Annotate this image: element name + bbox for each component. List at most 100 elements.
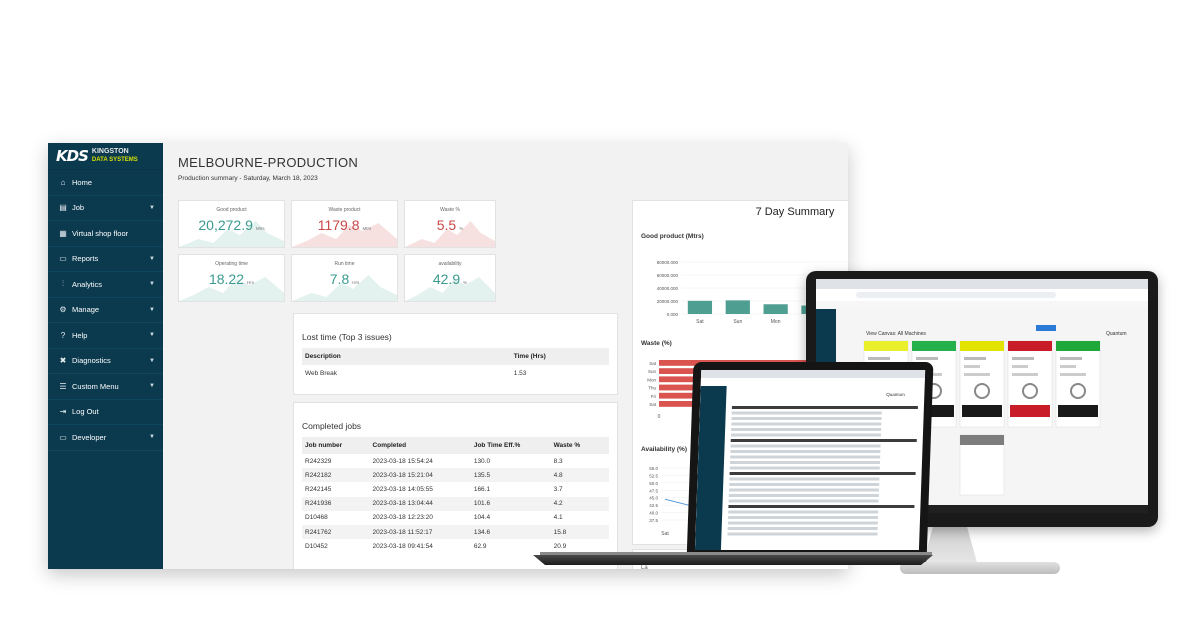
grid-icon: ▦	[59, 228, 67, 238]
table-cell: 2023-03-18 15:54:24	[372, 457, 433, 465]
kpi-value: 5.5	[436, 217, 457, 233]
col-time: Time (Hrs)	[510, 348, 609, 365]
table-row[interactable]: R241762 2023-03-18 11:52:17 134.6 15.8	[302, 524, 609, 540]
col-completed: Completed	[369, 437, 471, 454]
machine-tile[interactable]	[1007, 340, 1053, 428]
sidebar-item-developer[interactable]: ▭ Developer ▼	[48, 425, 163, 451]
kpi-unit: %	[463, 280, 468, 285]
y-tick-label: 40.0	[649, 511, 658, 516]
sidebar-item-diagnostics[interactable]: ✖ Diagnostics ▼	[48, 349, 163, 374]
kpi-card-waste-product: Waste product 1179.8 Mtrs	[291, 200, 398, 248]
kpi-label: Good product	[216, 207, 247, 213]
monitor-stand-neck	[922, 526, 978, 566]
table-cell: 166.1	[473, 485, 491, 493]
kpi-card-availability: availability 42.9%	[404, 254, 496, 302]
brand-logo[interactable]: KDS KINGSTON DATA SYSTEMS	[48, 143, 163, 170]
laptop-table-row	[730, 433, 881, 437]
table-row[interactable]: D10452 2023-03-18 09:41:54 62.9 20.9	[302, 539, 609, 553]
table-cell: 130.0	[473, 457, 491, 465]
completed-jobs-table: Job number Completed Job Time Eff.% Wast…	[302, 437, 609, 553]
kpi-card-operating-time: Operating time 18.22 Hrs	[178, 254, 285, 302]
kpi-sparkline	[292, 275, 397, 301]
laptop-table-row	[730, 455, 881, 459]
laptop-table-row	[731, 417, 882, 420]
y-tick-label: 55.0	[649, 466, 658, 471]
monitor-brand: Quantum	[1106, 331, 1127, 337]
table-row[interactable]: R242182 2023-03-18 15:21:04 135.5 4.8	[302, 468, 609, 483]
home-icon: ⌂	[60, 177, 66, 187]
sidebar-item-job[interactable]: ▤ Job ▼	[48, 196, 163, 221]
sidebar-item-manage[interactable]: ⚙ Manage ▼	[48, 298, 163, 323]
machine-tile[interactable]	[1055, 340, 1101, 428]
kpi-sparkline	[179, 277, 284, 301]
kpi-sparkline	[292, 223, 397, 247]
laptop-table-row	[728, 516, 879, 519]
y-tick-label: 37.5	[649, 518, 658, 523]
table-row[interactable]: D10468 2023-03-18 12:23:20 104.4 4.1	[302, 511, 609, 525]
waste-chart-title: Waste (%)	[641, 340, 672, 347]
table-row[interactable]: R241936 2023-03-18 13:04:44 101.6 4.2	[302, 496, 609, 511]
sidebar-item-label: Diagnostics	[72, 356, 111, 366]
kpi-label: Run time	[334, 261, 355, 267]
table-cell: 20.9	[553, 542, 567, 550]
sidebar-item-label: Reports	[72, 254, 99, 264]
kpi-label: Waste %	[440, 207, 460, 213]
laptop-table-row	[728, 494, 879, 497]
laptop-table-row	[730, 439, 917, 442]
table-row[interactable]: Web Break 1.53	[302, 365, 609, 381]
good-product-chart-title: Good product (Mtrs)	[641, 233, 704, 240]
kpi-label: availability	[438, 261, 462, 267]
laptop-table-row	[727, 521, 878, 525]
table-cell: 4.8	[550, 468, 609, 483]
laptop-table-row	[729, 461, 881, 464]
laptop-table-row	[730, 444, 881, 448]
sidebar-item-analytics[interactable]: ⫶ Analytics ▼	[48, 272, 163, 298]
y-tick-label: Fri	[651, 394, 656, 399]
table-cell: 62.9	[473, 542, 487, 550]
x-tick-label: Mon	[771, 319, 781, 325]
logo-mark: KDS	[56, 147, 89, 165]
chevron-down-icon: ▼	[149, 204, 155, 211]
table-row[interactable]: R242329 2023-03-18 15:54:24 130.0 8.3	[302, 454, 609, 468]
table-row[interactable]: R242145 2023-03-18 14:05:55 166.1 3.7	[302, 482, 609, 496]
sidebar-item-virtual-shop-floor[interactable]: ▦ Virtual shop floor	[48, 221, 163, 247]
kpi-card-waste-: Waste % 5.5%	[404, 200, 496, 248]
report-icon: ▭	[59, 254, 67, 264]
col-description: Description	[302, 348, 511, 365]
table-cell: R242182	[302, 468, 370, 483]
kpi-sparkline	[179, 221, 284, 247]
sidebar-item-help[interactable]: ? Help ▼	[48, 323, 163, 349]
laptop-hinge	[540, 552, 932, 556]
table-cell: D10468	[305, 514, 328, 522]
sidebar-item-home[interactable]: ⌂ Home	[48, 170, 163, 196]
y-tick-label: 20000.000	[657, 299, 679, 304]
kpi-unit: Hrs	[352, 280, 360, 285]
y-tick-label: Mon	[647, 377, 656, 382]
table-cell: 2023-03-18 11:52:17	[369, 524, 471, 540]
kpi-card-good-product: Good product 20,272.9 Mtrs	[178, 200, 285, 248]
logout-icon: ⇥	[59, 407, 67, 417]
kpi-unit: Mtrs	[362, 226, 372, 231]
laptop-screen-content: Quantum	[694, 370, 926, 550]
table-cell: 2023-03-18 12:23:20	[372, 514, 433, 522]
laptop-table-row	[729, 483, 880, 486]
table-cell: 2023-03-18 13:04:44	[369, 496, 471, 511]
col-job-number: Job number	[302, 437, 370, 454]
sidebar-item-reports[interactable]: ▭ Reports ▼	[48, 247, 163, 272]
kpi-card-run-time: Run time 7.8 Hrs	[291, 254, 398, 302]
table-cell: Web Break	[305, 369, 338, 377]
laptop-table-row	[727, 527, 878, 530]
table-cell: 4.2	[550, 496, 609, 511]
machine-tile[interactable]	[959, 434, 1005, 496]
y-tick-label: Sat	[649, 402, 657, 407]
bar	[725, 300, 750, 314]
chevron-down-icon: ▼	[149, 332, 155, 339]
sidebar-item-log-out[interactable]: ⇥ Log Out	[48, 400, 163, 425]
sidebar-nav: ⌂ Home ▤ Job ▼ ▦ Virtual shop floor ▭ Rep…	[48, 170, 163, 451]
table-cell: D10452	[305, 542, 328, 550]
kpi-unit: Hrs	[247, 280, 255, 285]
machine-tile[interactable]	[959, 340, 1005, 428]
chevron-down-icon: ▼	[149, 383, 155, 390]
sidebar-item-custom-menu[interactable]: ☰ Custom Menu ▼	[48, 374, 163, 400]
bar	[763, 304, 788, 314]
